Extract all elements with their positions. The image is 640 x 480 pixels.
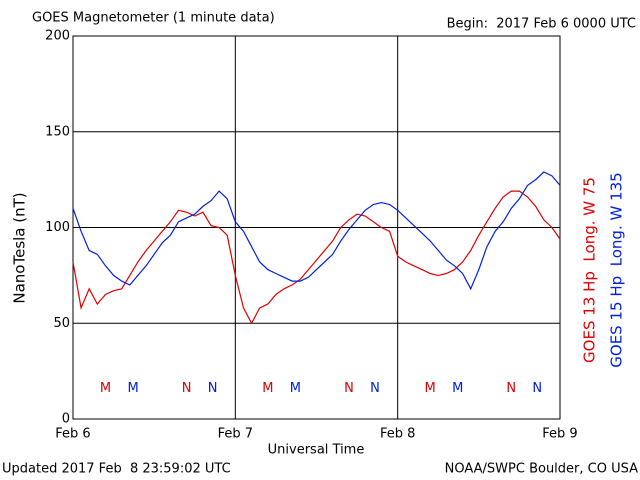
annotation: N	[344, 381, 354, 396]
x-axis-label: Universal Time	[268, 443, 365, 458]
chart-subtitle: Begin: 2017 Feb 6 0000 UTC	[447, 17, 636, 32]
annotation: N	[370, 381, 380, 396]
annotation: M	[262, 381, 273, 396]
annotation: M	[425, 381, 436, 396]
y-tick-label: 50	[53, 316, 70, 331]
annotation: N	[208, 381, 218, 396]
y-axis-label: NanoTesla (nT)	[11, 192, 29, 303]
footer-right: NOAA/SWPC Boulder, CO USA	[445, 462, 638, 477]
x-tick-label: Feb 6	[55, 427, 90, 442]
x-tick-label: Feb 8	[380, 427, 415, 442]
annotation: M	[452, 381, 463, 396]
y-tick-label: 0	[62, 412, 70, 427]
legend-entry: GOES 13 Hp Long. W 75	[581, 177, 599, 363]
y-tick-label: 200	[45, 29, 70, 44]
y-tick-label: 150	[45, 124, 70, 139]
annotation: M	[127, 381, 138, 396]
annotation: N	[182, 381, 192, 396]
annotation: M	[290, 381, 301, 396]
annotation: N	[532, 381, 542, 396]
footer-left: Updated 2017 Feb 8 23:59:02 UTC	[2, 462, 231, 477]
legend-entry: GOES 15 Hp Long. W 135	[608, 172, 626, 367]
annotation: N	[506, 381, 516, 396]
chart-title: GOES Magnetometer (1 minute data)	[32, 11, 275, 26]
x-tick-label: Feb 9	[542, 427, 577, 442]
y-tick-label: 100	[45, 220, 70, 235]
annotation: M	[100, 381, 111, 396]
x-tick-label: Feb 7	[218, 427, 253, 442]
data-line	[72, 190, 561, 325]
data-line	[72, 171, 561, 291]
